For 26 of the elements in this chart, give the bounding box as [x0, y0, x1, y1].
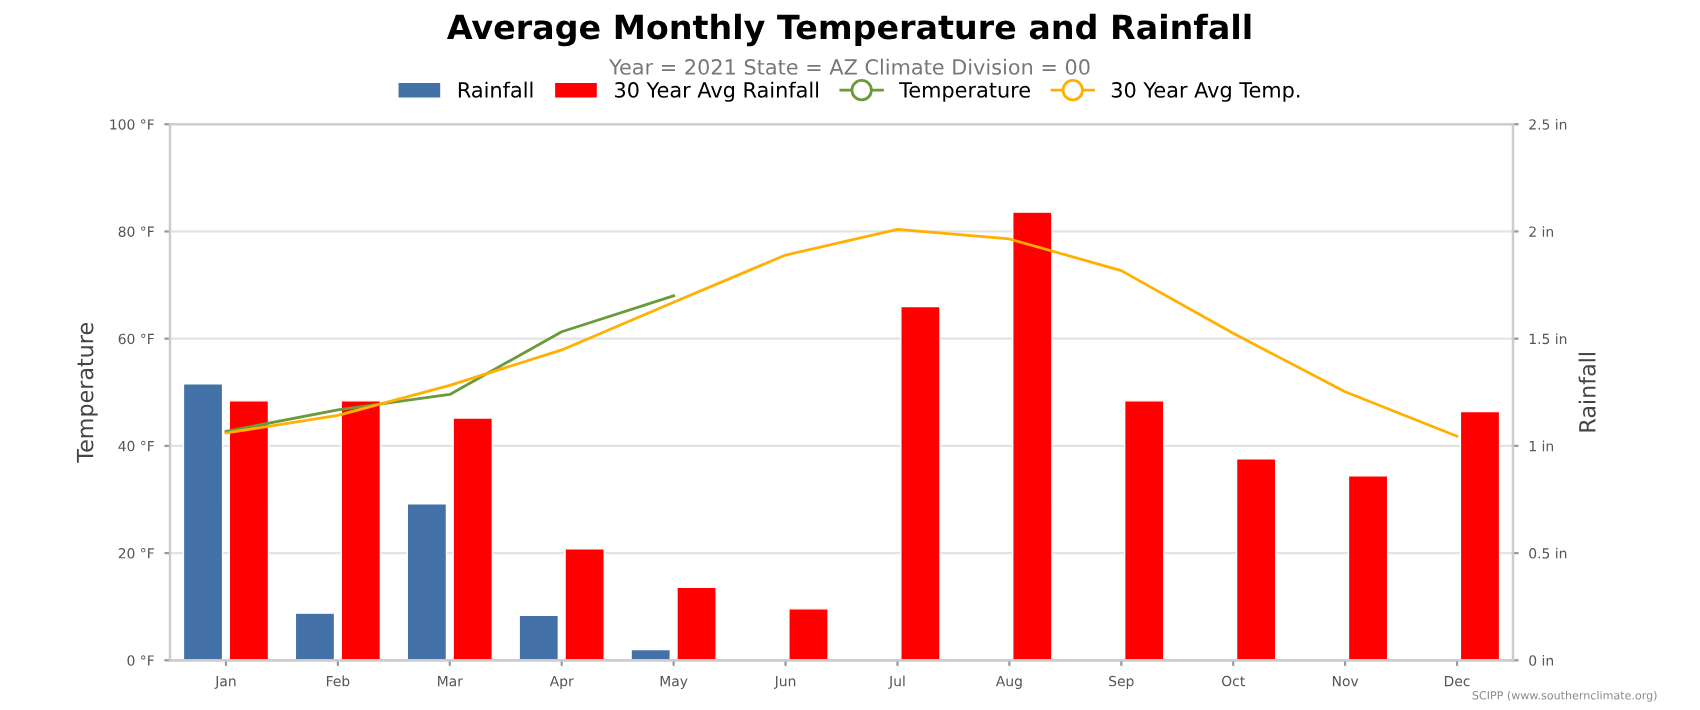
bar	[1235, 458, 1277, 661]
bar	[518, 614, 560, 661]
bar	[1459, 410, 1501, 661]
bar	[788, 608, 829, 661]
bar	[676, 586, 717, 661]
line-series	[224, 227, 1459, 438]
bar	[564, 548, 605, 661]
bar	[1347, 475, 1389, 661]
bar	[452, 417, 494, 661]
legend-label: 30 Year Avg Temp.	[1111, 82, 1300, 102]
chart-subtitle: Year = 2021 State = AZ Climate Division = 00	[608, 58, 1090, 75]
legend-label: 30 Year Avg Rainfall	[615, 81, 819, 102]
legend-label: Temperature	[899, 82, 1030, 102]
legend-label: Rainfall	[458, 81, 533, 98]
bar	[294, 612, 336, 661]
y2-axis-title: Rainfall	[1578, 353, 1596, 432]
bar	[900, 305, 941, 661]
y-axis-title: Temperature	[76, 323, 98, 463]
bar	[340, 400, 382, 661]
bar	[406, 503, 448, 661]
bar	[182, 383, 224, 661]
bar	[228, 400, 270, 661]
bar	[1123, 400, 1165, 661]
chart-title: Average Monthly Temperature and Rainfall	[446, 13, 1251, 47]
bar	[1012, 211, 1053, 661]
line-series	[224, 294, 676, 433]
